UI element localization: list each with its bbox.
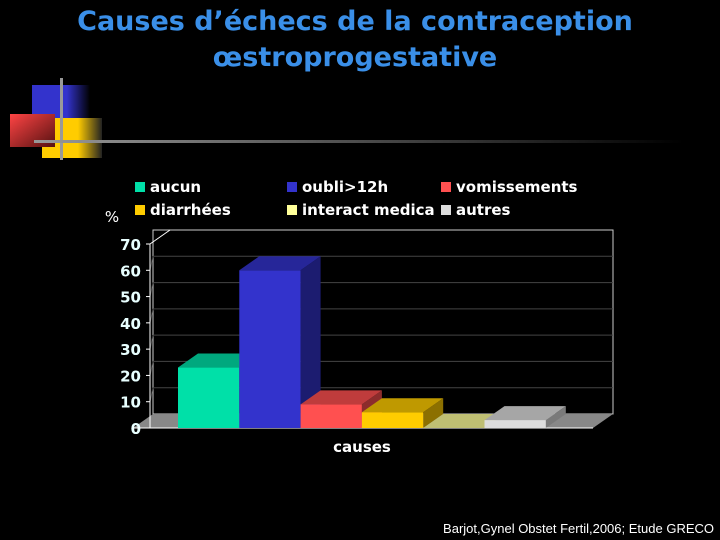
legend-item-aucun: aucun (135, 178, 201, 196)
legend-label: oubli>12h (302, 178, 389, 196)
y-tick-label: 60 (120, 262, 141, 280)
bar-autres (484, 420, 546, 428)
bar-vomissements (300, 404, 362, 428)
source-citation: Barjot,Gynel Obstet Fertil,2006; Etude G… (443, 521, 714, 536)
legend-swatch (441, 205, 451, 215)
legend-label: autres (456, 201, 511, 219)
bar-top-diarrhées (361, 398, 444, 413)
bar-top-vomissements (300, 390, 382, 405)
bar-diarrhées (361, 412, 424, 428)
y-tick-label: 30 (120, 341, 141, 359)
title-line-2: œstroprogestative (212, 42, 498, 73)
y-tick-label: 10 (120, 394, 141, 412)
legend-swatch (135, 182, 145, 192)
legend-item-vomissements: vomissements (441, 178, 577, 196)
y-tick-label: 70 (120, 236, 141, 254)
y-tick-label: 40 (120, 315, 141, 333)
legend-item-oubli: oubli>12h (287, 178, 388, 196)
y-axis-label: % (105, 208, 119, 226)
legend-item-diarrhees: diarrhées (135, 201, 231, 219)
legend-label: aucun (150, 178, 202, 196)
legend-label: interact medica (302, 201, 435, 219)
bar-top-aucun (178, 353, 260, 368)
y-tick-label: 20 (120, 367, 141, 385)
legend-swatch (287, 182, 297, 192)
x-axis-label: causes (333, 438, 391, 456)
y-tick-label: 0 (131, 420, 141, 438)
legend-swatch (135, 205, 145, 215)
legend-swatch (287, 205, 297, 215)
legend-item-interact: interact medica (287, 201, 435, 219)
bar-top-interact medica (423, 414, 505, 428)
bar-top-autres (484, 406, 566, 421)
y-tick-label: 50 (120, 289, 141, 307)
bar-top-oubli>12h (239, 256, 321, 271)
legend-swatch (441, 182, 451, 192)
y-axis-top (149, 229, 171, 245)
legend-item-autres: autres (441, 201, 510, 219)
legend-label: vomissements (456, 178, 578, 196)
legend-label: diarrhées (150, 201, 231, 219)
decorative-logo (10, 78, 684, 160)
title-line-1: Causes d’échecs de la contraception (77, 6, 633, 37)
bar-aucun (178, 367, 240, 428)
bar-side-autres (545, 406, 566, 428)
slide-title: Causes d’échecs de la contraception œstr… (0, 4, 710, 76)
bar-oubli>12h (239, 270, 301, 428)
bar-side-diarrhées (423, 398, 444, 428)
bar-side-oubli>12h (300, 256, 321, 428)
